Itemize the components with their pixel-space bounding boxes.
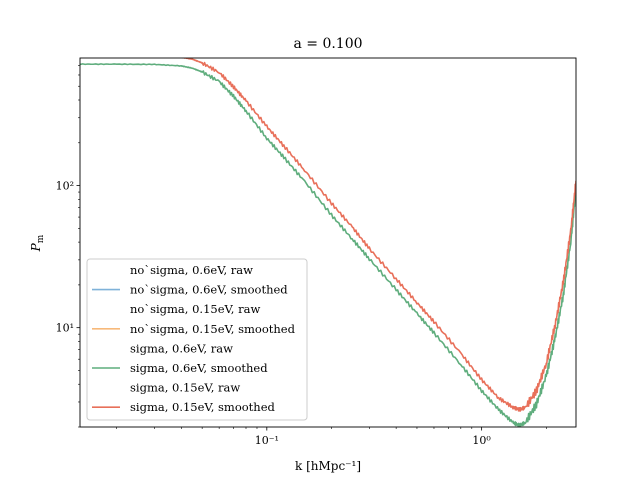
x-tick-label: 10⁻¹: [255, 434, 279, 447]
y-tick-label: 10¹: [56, 322, 74, 335]
y-axis: 10¹ 10²: [56, 65, 80, 428]
y-axis-label: Pm: [29, 234, 46, 252]
legend-label: no`sigma, 0.6eV, smoothed: [130, 283, 288, 297]
legend-frame: [86, 258, 308, 421]
x-axis-label: k [hMpc⁻¹]: [295, 459, 361, 473]
series-line: [80, 63, 576, 427]
x-axis: 10⁻¹ 10⁰: [116, 427, 547, 447]
series-line: [179, 58, 576, 412]
legend-label: sigma, 0.15eV, raw: [130, 381, 240, 395]
plot-frame: [79, 57, 577, 428]
y-tick-label: 10²: [56, 180, 74, 193]
legend-label: sigma, 0.15eV, smoothed: [130, 400, 276, 414]
legend-label: sigma, 0.6eV, smoothed: [130, 361, 268, 375]
legend-label: no`sigma, 0.15eV, raw: [130, 302, 260, 316]
legend-label: no`sigma, 0.6eV, raw: [130, 263, 253, 277]
legend-label: no`sigma, 0.15eV, smoothed: [130, 322, 296, 336]
chart-title: a = 0.100: [293, 36, 362, 52]
series-layer: [80, 58, 576, 427]
legend: no`sigma, 0.6eV, raw no`sigma, 0.6eV, smo…: [86, 258, 308, 421]
x-tick-label: 10⁰: [472, 434, 491, 447]
legend-label: sigma, 0.6eV, raw: [130, 341, 233, 355]
